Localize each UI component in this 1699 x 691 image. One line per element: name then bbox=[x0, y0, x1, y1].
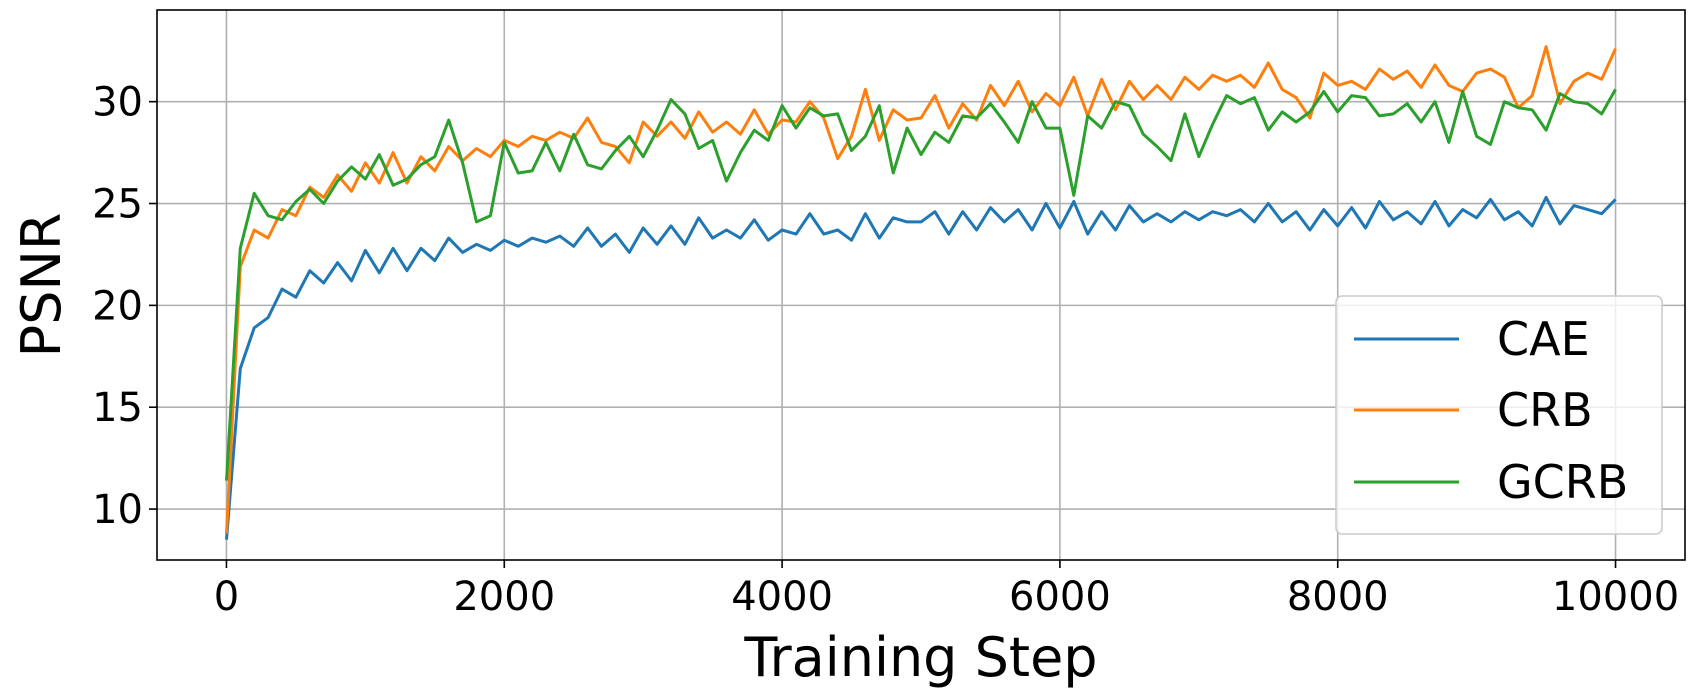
y-tick-label: 20 bbox=[92, 283, 143, 329]
x-tick-label: 10000 bbox=[1552, 574, 1679, 620]
legend-label-cae: CAE bbox=[1497, 312, 1590, 366]
y-axis-label: PSNR bbox=[10, 213, 73, 358]
x-tick-label: 0 bbox=[214, 574, 239, 620]
x-tick-label: 6000 bbox=[1009, 574, 1111, 620]
series-line-gcrb bbox=[225, 88, 1617, 481]
legend-box bbox=[1335, 295, 1663, 535]
x-tick-label: 4000 bbox=[731, 574, 833, 620]
plot-area-frame bbox=[156, 9, 1686, 561]
legend-label-crb: CRB bbox=[1497, 383, 1593, 437]
x-axis-label: Training Step bbox=[743, 626, 1097, 689]
y-tick-label: 30 bbox=[92, 80, 143, 126]
y-axis-ticks: 10 15 20 25 30 bbox=[92, 80, 157, 533]
x-tick-label: 8000 bbox=[1287, 574, 1389, 620]
x-axis-ticks: 0 2000 4000 6000 8000 10000 bbox=[214, 560, 1679, 620]
legend: CAE CRB GCRB bbox=[1335, 295, 1663, 535]
y-tick-label: 25 bbox=[92, 182, 143, 228]
y-tick-label: 15 bbox=[92, 385, 143, 431]
series-lines bbox=[225, 45, 1617, 540]
y-tick-label: 10 bbox=[92, 487, 143, 533]
x-tick-label: 2000 bbox=[453, 574, 555, 620]
series-line-crb bbox=[225, 45, 1617, 534]
series-line-cae bbox=[225, 195, 1617, 540]
legend-label-gcrb: GCRB bbox=[1497, 455, 1628, 509]
